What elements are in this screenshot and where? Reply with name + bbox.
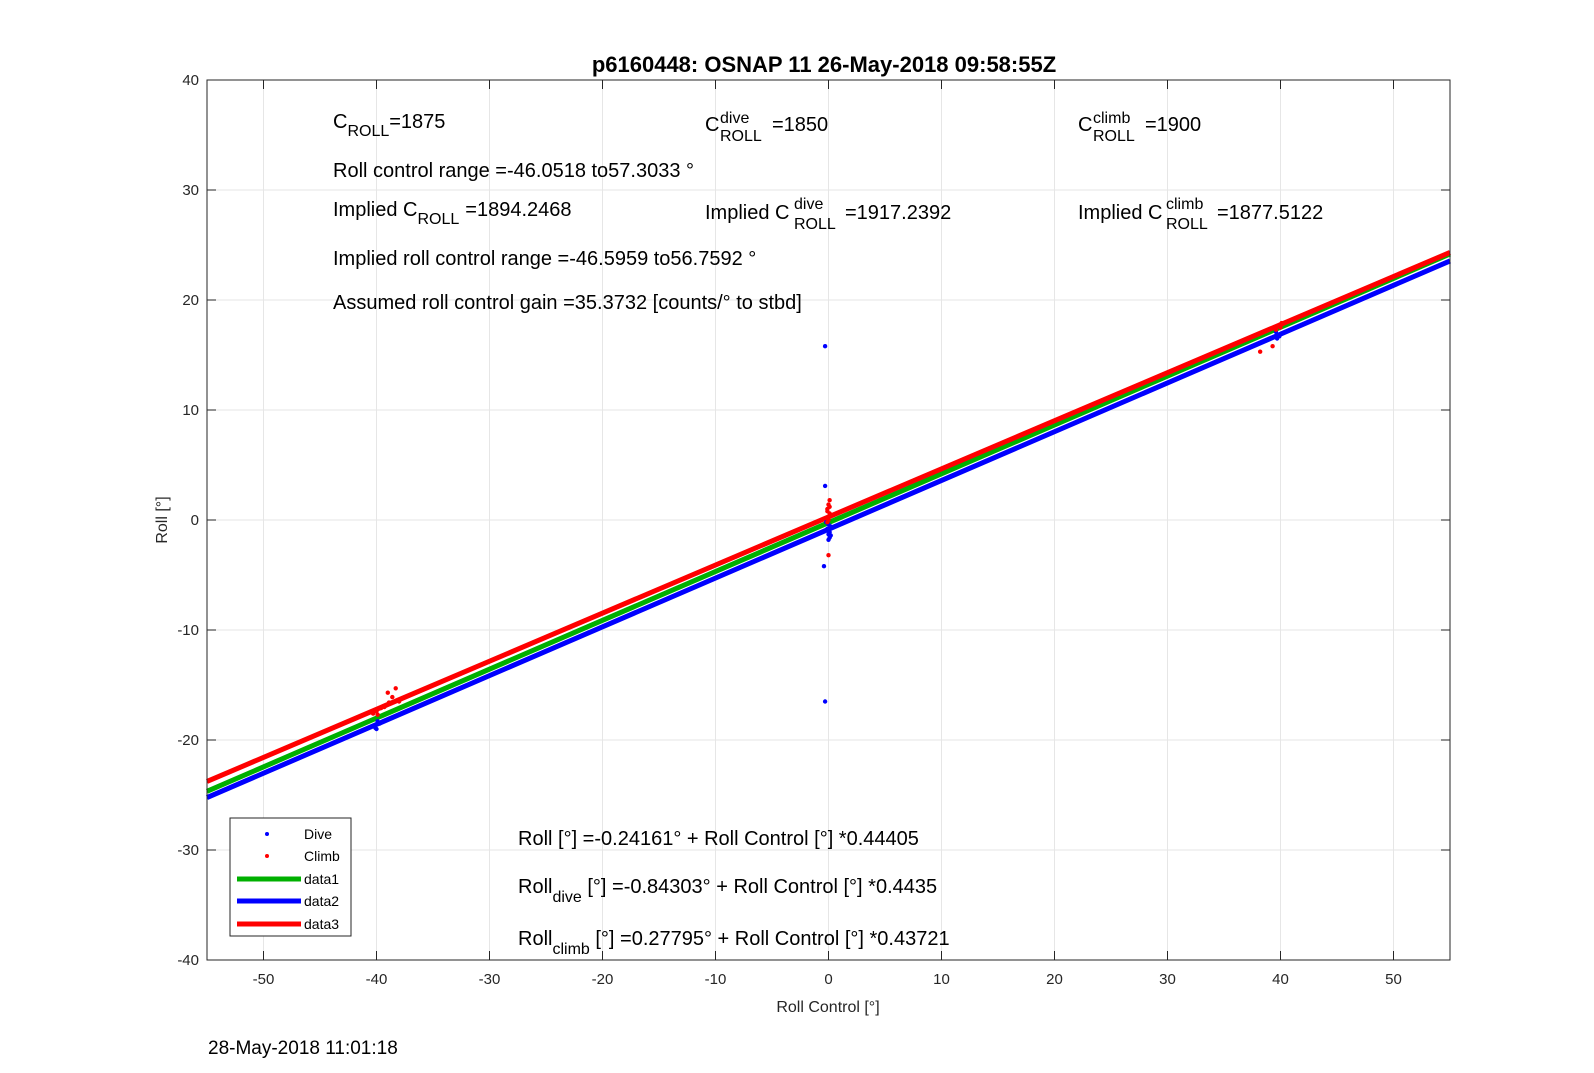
y-tick-label: 30 xyxy=(182,182,199,199)
svg-text:ROLL: ROLL xyxy=(1166,216,1208,233)
x-tick-label: 40 xyxy=(1272,971,1289,988)
point-dive xyxy=(828,524,833,529)
legend-label-dive: Dive xyxy=(304,826,332,842)
point-dive xyxy=(372,723,377,728)
equation-climb: Rollclimb [°] =0.27795° + Roll Control [… xyxy=(518,928,950,958)
point-climb xyxy=(1273,327,1279,332)
point-dive xyxy=(822,344,828,349)
implied-c-roll-climb-annotation: Implied C climb ROLL =1877.5122 xyxy=(1078,196,1323,233)
plot-frame xyxy=(206,79,1451,961)
point-climb xyxy=(1257,349,1263,354)
point-dive xyxy=(828,533,833,538)
chart-title: p6160448: OSNAP 11 26-May-2018 09:58:55Z xyxy=(592,52,1056,77)
implied-range-annotation: Implied roll control range =-46.5959 to5… xyxy=(333,248,756,270)
footer-timestamp: 28-May-2018 11:01:18 xyxy=(208,1038,398,1059)
point-climb xyxy=(1279,320,1284,326)
x-tick-label: -30 xyxy=(479,971,501,988)
c-roll-dive-annotation: C dive ROLL =1850 xyxy=(705,110,828,145)
implied-c-roll-dive-annotation: Implied C dive ROLL =1917.2392 xyxy=(705,196,951,233)
legend-marker-climb xyxy=(265,854,269,858)
svg-text:climb: climb xyxy=(1166,196,1203,213)
point-climb xyxy=(827,504,832,509)
y-tick-label: -40 xyxy=(177,952,199,969)
point-dive xyxy=(374,726,379,732)
svg-text:ROLL: ROLL xyxy=(1093,128,1135,145)
y-axis-label: Roll [°] xyxy=(154,496,171,543)
point-climb xyxy=(393,686,398,691)
x-tick-label: 30 xyxy=(1159,971,1176,988)
point-climb xyxy=(1278,325,1283,330)
legend-label-data2: data2 xyxy=(304,893,339,909)
svg-text:dive: dive xyxy=(794,196,823,213)
x-tick-label: -10 xyxy=(705,971,727,988)
point-climb xyxy=(382,704,387,710)
y-tick-label: 10 xyxy=(182,402,199,419)
point-climb xyxy=(390,694,395,700)
point-dive xyxy=(822,699,828,704)
svg-text:Implied C: Implied C xyxy=(1078,202,1162,224)
point-climb xyxy=(826,553,831,558)
c-roll-climb-annotation: C climb ROLL =1900 xyxy=(1078,110,1201,145)
x-tick-label: 10 xyxy=(933,971,950,988)
point-dive xyxy=(826,537,831,542)
equation-all: Roll [°] =-0.24161° + Roll Control [°] *… xyxy=(518,828,919,850)
equation-dive: Rolldive [°] =-0.84303° + Roll Control [… xyxy=(518,876,937,906)
point-climb xyxy=(827,498,832,503)
y-tick-label: -20 xyxy=(177,732,199,749)
x-tick-label: 50 xyxy=(1385,971,1402,988)
y-tick-label: -10 xyxy=(177,622,199,639)
roll-range-annotation: Roll control range =-46.0518 to57.3033 ° xyxy=(333,160,694,182)
svg-text:ROLL: ROLL xyxy=(794,216,836,233)
point-dive xyxy=(826,527,831,533)
point-climb xyxy=(826,517,831,523)
point-climb xyxy=(396,699,402,704)
svg-text:=1850: =1850 xyxy=(772,114,828,136)
y-tick-label: -30 xyxy=(177,842,199,859)
x-tick-label: 20 xyxy=(1046,971,1063,988)
legend-marker-dive xyxy=(265,832,269,836)
x-axis-label: Roll Control [°] xyxy=(776,999,879,1016)
legend-label-data3: data3 xyxy=(304,916,339,932)
y-tick-label: 40 xyxy=(182,72,199,89)
point-climb xyxy=(370,711,376,716)
scatter-points xyxy=(370,320,1284,732)
x-tick-label: -20 xyxy=(592,971,614,988)
svg-text:dive: dive xyxy=(720,110,749,127)
svg-text:Implied C: Implied C xyxy=(705,202,789,224)
svg-text:ROLL: ROLL xyxy=(720,128,762,145)
y-tick-label: 20 xyxy=(182,292,199,309)
gain-annotation: Assumed roll control gain =35.3732 [coun… xyxy=(333,292,802,314)
x-tick-label: -50 xyxy=(253,971,275,988)
point-dive xyxy=(1277,334,1282,339)
point-climb xyxy=(375,712,380,717)
x-tick-label: -40 xyxy=(366,971,388,988)
point-dive xyxy=(822,483,828,489)
point-climb xyxy=(828,513,833,518)
svg-text:=1877.5122: =1877.5122 xyxy=(1217,202,1323,224)
svg-text:C: C xyxy=(1078,114,1092,136)
c-roll-annotation: CROLL=1875 xyxy=(333,111,445,140)
point-dive xyxy=(821,564,827,569)
svg-text:=1917.2392: =1917.2392 xyxy=(845,202,951,224)
svg-text:=1900: =1900 xyxy=(1145,114,1201,136)
axis-ticks: -50 -40 -30 -20 -10 0 10 20 30 40 50 -40 -30 -20 -10 0 1… xyxy=(177,72,1450,988)
point-climb xyxy=(1270,344,1275,349)
point-climb xyxy=(825,509,830,514)
point-dive xyxy=(377,721,383,726)
implied-c-roll-annotation: Implied CROLL =1894.2468 xyxy=(333,199,572,228)
point-climb xyxy=(378,705,384,711)
legend-label-data1: data1 xyxy=(304,871,339,887)
y-tick-label: 0 xyxy=(191,512,199,529)
x-tick-label: 0 xyxy=(824,971,832,988)
point-climb xyxy=(386,700,392,705)
point-climb xyxy=(374,709,379,714)
point-climb xyxy=(385,690,390,695)
legend-label-climb: Climb xyxy=(304,848,340,864)
svg-text:C: C xyxy=(705,114,719,136)
svg-text:climb: climb xyxy=(1093,110,1130,127)
legend: Dive Climb data1 data2 data3 xyxy=(229,817,352,937)
